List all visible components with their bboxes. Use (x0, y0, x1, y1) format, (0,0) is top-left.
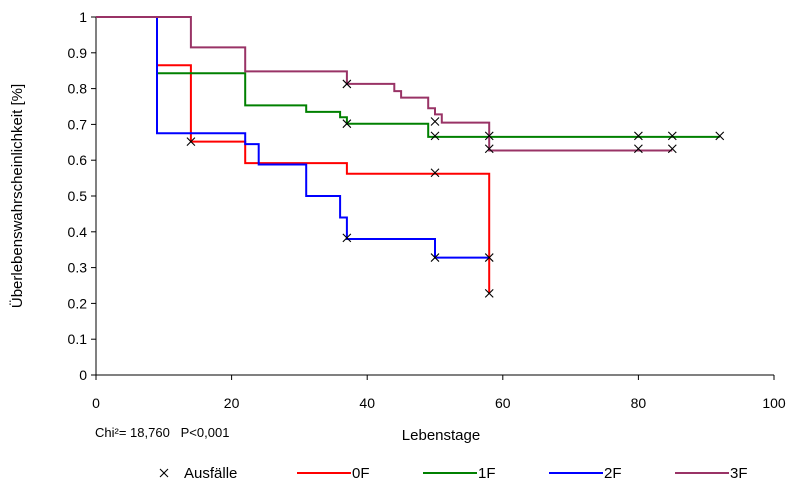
legend-item-0f: 0F (297, 465, 370, 482)
series-layer (96, 16, 720, 294)
censor-marker-3f (667, 144, 677, 154)
legend-censor-marker (159, 468, 169, 478)
censor-marker-1f (667, 131, 677, 141)
censor-marker-1f (484, 131, 494, 141)
y-tick-label: 0.6 (68, 152, 88, 168)
series-line-1f (96, 16, 720, 138)
censor-marker-1f (430, 131, 440, 141)
censor-marker-1f (715, 131, 725, 141)
legend-item-censored: Ausfälle (159, 465, 237, 482)
y-tick-label: 1 (79, 9, 87, 25)
censor-marker-1f (342, 119, 352, 129)
legend-label: 0F (352, 465, 370, 482)
x-tick-label: 100 (762, 395, 786, 411)
legend-item-3f: 3F (675, 465, 748, 482)
legend-label: Ausfälle (184, 465, 237, 482)
x-axis-title: Lebenstage (402, 427, 480, 444)
censor-marker-2f (342, 233, 352, 243)
legend-item-2f: 2F (549, 465, 622, 482)
censor-layer (186, 79, 725, 298)
y-tick-label: 0.4 (68, 224, 88, 240)
censor-marker-3f (484, 144, 494, 154)
series-line-2f (96, 16, 490, 259)
censor-marker-0f (430, 168, 440, 178)
censor-marker-0f (484, 288, 494, 298)
y-tick-label: 0.9 (68, 45, 88, 61)
y-tick-label: 0.8 (68, 81, 88, 97)
legend-item-1f: 1F (423, 465, 496, 482)
legend: Ausfälle 0F 1F 2F 3F (159, 465, 748, 482)
x-tick-label: 0 (92, 395, 100, 411)
censor-marker-3f (634, 144, 643, 154)
y-tick-label: 0.7 (68, 116, 88, 132)
x-tick-label: 40 (359, 395, 375, 411)
y-tick-label: 0.5 (68, 188, 88, 204)
chi-square-annotation: Chi²= 18,760 P<0,001 (95, 425, 229, 440)
series-line-3f (96, 16, 673, 152)
y-tick-label: 0.3 (68, 260, 88, 276)
legend-label: 2F (604, 465, 622, 482)
y-axis-title: Überlebenswahrscheinlichkeit [%] (8, 84, 26, 308)
series-line-0f (96, 16, 491, 294)
x-tick-label: 60 (495, 395, 511, 411)
y-tick-label: 0 (79, 367, 87, 383)
censor-marker-2f (430, 253, 440, 262)
censor-marker-3f (342, 79, 352, 89)
censor-marker-1f (634, 131, 643, 141)
censor-marker-0f (186, 137, 196, 146)
x-tick-label: 20 (224, 395, 240, 411)
censor-marker-2f (484, 253, 494, 262)
x-tick-label: 80 (631, 395, 647, 411)
y-tick-label: 0.2 (68, 295, 88, 311)
legend-label: 3F (730, 465, 748, 482)
legend-label: 1F (478, 465, 496, 482)
y-tick-label: 0.1 (68, 331, 88, 347)
censor-marker-3f (430, 117, 440, 126)
axes: 0 0.1 0.2 0.3 0.4 0.5 0.6 0.7 0.8 0.9 1 0 20 40 60 80 10… (68, 9, 786, 411)
